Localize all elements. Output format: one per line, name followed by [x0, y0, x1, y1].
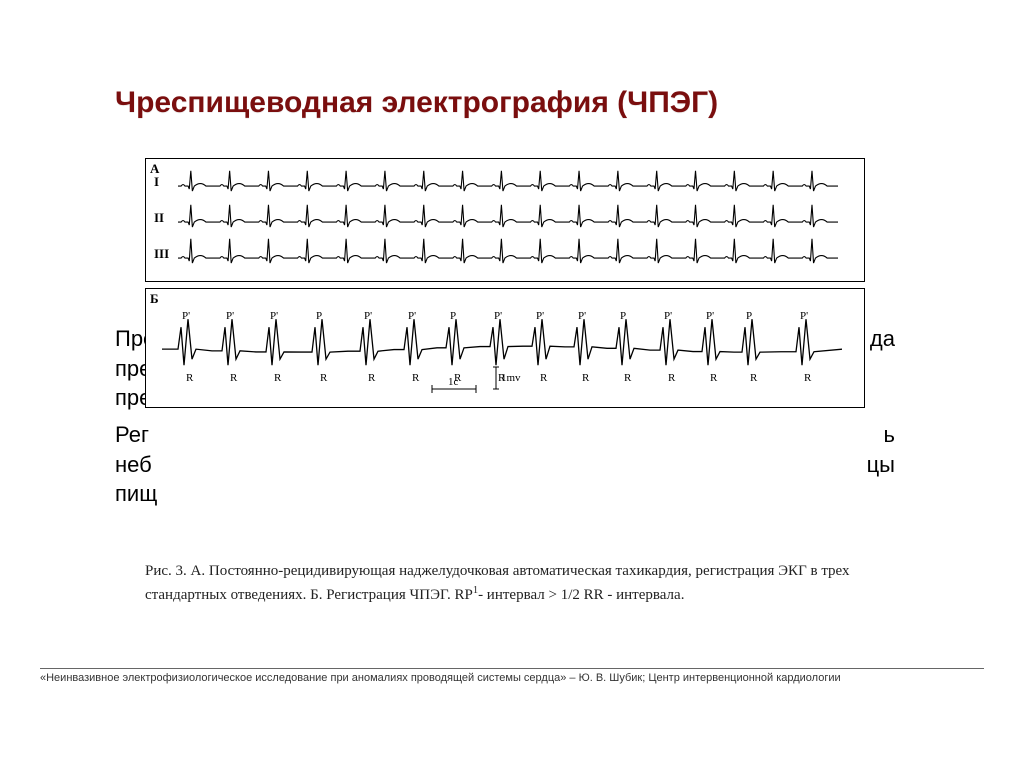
svg-text:R: R	[804, 372, 812, 384]
svg-text:R: R	[186, 372, 194, 384]
svg-text:P': P'	[226, 310, 234, 322]
footer-divider	[40, 668, 984, 669]
footer-citation: «Неинвазивное электрофизиологическое исс…	[40, 672, 841, 684]
svg-text:P: P	[620, 310, 626, 322]
svg-text:1mv: 1mv	[501, 372, 521, 384]
svg-text:R: R	[624, 372, 632, 384]
body-text-2: Рег ь неб цы пищ	[115, 420, 895, 509]
svg-text:R: R	[540, 372, 548, 384]
slide-title: Чреспищеводная электрография (ЧПЭГ)	[115, 86, 718, 120]
svg-text:R: R	[412, 372, 420, 384]
svg-text:R: R	[750, 372, 758, 384]
svg-text:R: R	[710, 372, 718, 384]
svg-text:P': P'	[182, 310, 190, 322]
svg-text:P: P	[450, 310, 456, 322]
svg-text:P': P'	[364, 310, 372, 322]
slide: Чреспищеводная электрография (ЧПЭГ) Пре …	[0, 0, 1024, 767]
panel-a-label: А	[150, 161, 159, 177]
panel-b-label: Б	[150, 291, 159, 307]
panel-b: Б P'RP'RP'RPRP'RP'RPRP'RP'RP'RPRP'RP'RPR…	[145, 288, 865, 408]
svg-text:R: R	[368, 372, 376, 384]
svg-text:R: R	[230, 372, 238, 384]
bt2-l1-suf: ь	[884, 420, 895, 450]
svg-text:P': P'	[408, 310, 416, 322]
svg-text:R: R	[320, 372, 328, 384]
svg-text:R: R	[668, 372, 676, 384]
bt1-l1-suf: да	[870, 324, 895, 354]
bt2-l3: пищ	[115, 479, 895, 509]
svg-text:P': P'	[578, 310, 586, 322]
svg-text:P': P'	[800, 310, 808, 322]
bt2-l2-pre: неб	[115, 450, 152, 480]
bt2-l1-pre: Рег	[115, 420, 149, 450]
svg-text:P': P'	[664, 310, 672, 322]
lead-trace-II	[178, 201, 856, 235]
panel-a: А IIIIII	[145, 158, 865, 282]
panel-b-trace: P'RP'RP'RPRP'RP'RPRP'RP'RP'RPRP'RP'RPRP'…	[162, 293, 842, 401]
svg-text:P': P'	[706, 310, 714, 322]
svg-text:P': P'	[536, 310, 544, 322]
svg-text:R: R	[274, 372, 282, 384]
lead-trace-III	[178, 237, 856, 271]
lead-label-III: III	[154, 246, 178, 262]
svg-text:R: R	[582, 372, 590, 384]
lead-row-III: III	[154, 237, 856, 271]
lead-label-II: II	[154, 210, 178, 226]
svg-text:P': P'	[270, 310, 278, 322]
lead-row-II: II	[154, 201, 856, 235]
lead-row-I: I	[154, 165, 856, 199]
caption-suffix: - интервал > 1/2 RR - интервала.	[478, 587, 684, 603]
svg-text:P': P'	[494, 310, 502, 322]
svg-text:P: P	[746, 310, 752, 322]
lead-trace-I	[178, 165, 856, 199]
svg-text:P: P	[316, 310, 322, 322]
figure-caption: Рис. 3. А. Постоянно-рецидивирующая надж…	[145, 560, 865, 608]
bt2-l2-suf: цы	[867, 450, 895, 480]
ecg-figure: А IIIIII Б P'RP'RP'RPRP'RP'RPRP'RP'RP'RP…	[145, 158, 865, 408]
svg-text:1c: 1c	[448, 376, 459, 388]
